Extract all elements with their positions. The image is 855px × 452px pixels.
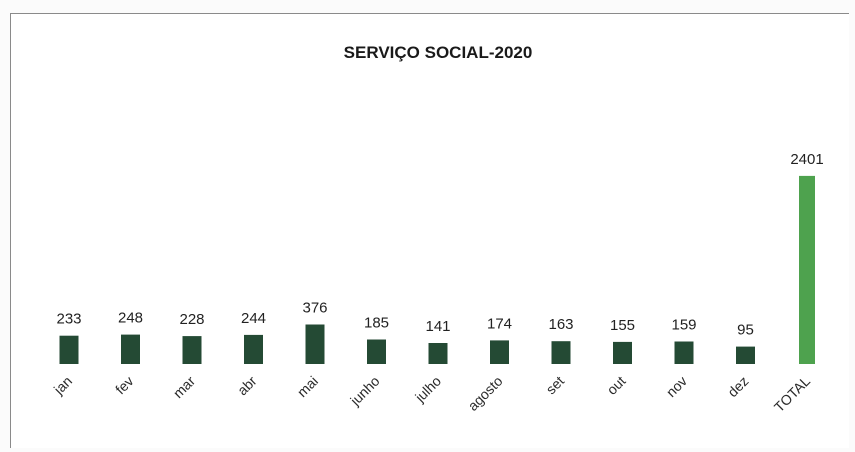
bar-julho bbox=[428, 343, 448, 364]
bar-dez bbox=[736, 346, 755, 364]
chart-area bbox=[10, 13, 849, 448]
bar-nov bbox=[674, 341, 694, 364]
x-tick-label-julho: julho bbox=[411, 373, 444, 406]
bar-set bbox=[551, 341, 571, 364]
x-tick-label-abr: abr bbox=[234, 373, 260, 399]
data-label-out: 155 bbox=[610, 317, 635, 334]
bar-out bbox=[613, 341, 632, 364]
bar-mar bbox=[182, 336, 202, 364]
x-tick-label-mai: mai bbox=[294, 373, 321, 400]
bar-jan bbox=[59, 335, 79, 364]
x-tick-label-fev: fev bbox=[112, 373, 137, 398]
data-labels-group: 233 248 228 244 376 185 141 174 163 155 159 95 2401 bbox=[56, 151, 823, 339]
bar-fev bbox=[121, 334, 140, 364]
x-tick-label-agosto: agosto bbox=[465, 373, 506, 414]
data-label-dez: 95 bbox=[737, 322, 754, 339]
data-label-total: 2401 bbox=[790, 151, 823, 168]
bar-mai bbox=[305, 324, 325, 364]
data-label-nov: 159 bbox=[671, 317, 696, 334]
data-label-agosto: 174 bbox=[487, 315, 512, 332]
bar-total bbox=[799, 175, 815, 364]
x-tick-label-set: set bbox=[543, 373, 568, 398]
x-tick-label-dez: dez bbox=[724, 373, 751, 400]
data-label-junho: 185 bbox=[364, 315, 389, 332]
data-label-mar: 228 bbox=[179, 311, 204, 328]
x-tick-label-nov: nov bbox=[663, 373, 690, 400]
chart-title: SERVIÇO SOCIAL-2020 bbox=[344, 43, 533, 62]
data-label-fev: 248 bbox=[118, 310, 143, 327]
x-tick-label-total: TOTAL bbox=[771, 373, 813, 415]
x-tick-label-mar: mar bbox=[170, 373, 199, 402]
x-tick-labels-group: jan fev mar abr mai junho julho agosto set out nov… bbox=[50, 373, 813, 416]
data-label-julho: 141 bbox=[425, 318, 450, 335]
data-label-set: 163 bbox=[548, 316, 573, 333]
bar-junho bbox=[367, 339, 386, 364]
x-tick-label-out: out bbox=[604, 373, 629, 398]
data-label-abr: 244 bbox=[241, 310, 266, 327]
data-label-mai: 376 bbox=[302, 300, 327, 317]
bar-abr bbox=[244, 334, 263, 364]
bar-agosto bbox=[490, 340, 509, 364]
data-label-jan: 233 bbox=[56, 311, 81, 328]
bars-group bbox=[59, 175, 815, 364]
x-tick-label-jan: jan bbox=[50, 373, 75, 398]
x-tick-label-junho: junho bbox=[346, 373, 382, 409]
